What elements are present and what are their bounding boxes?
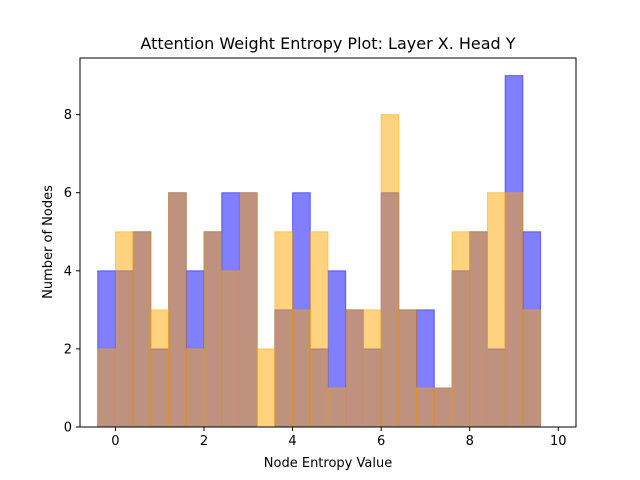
bar-series-1-bin-12 xyxy=(309,231,329,428)
x-tick-label: 10 xyxy=(550,434,567,449)
y-tick-label: 0 xyxy=(64,421,72,436)
bar-series-1-bin-7 xyxy=(221,270,240,428)
plot-frame xyxy=(79,57,577,428)
x-tick-label: 4 xyxy=(288,434,296,449)
x-tick-label: 2 xyxy=(200,434,208,449)
bar-series-1-bin-17 xyxy=(398,309,418,428)
plot-area xyxy=(79,57,577,428)
y-axis: 0 2 4 6 8 xyxy=(64,108,80,436)
x-tick-label: 6 xyxy=(377,434,385,449)
y-tick-label: 6 xyxy=(64,186,72,201)
y-tick-label: 2 xyxy=(64,342,72,357)
bar-series-1-bin-16 xyxy=(380,114,400,428)
x-axis: 0 2 4 6 8 10 xyxy=(111,427,567,449)
bar-series-1-bin-1 xyxy=(114,231,134,428)
bar-series-1-bin-21 xyxy=(469,231,488,428)
bar-series-1-bin-10 xyxy=(274,231,294,428)
x-tick-label: 0 xyxy=(111,434,119,449)
bar-series-1-bin-24 xyxy=(522,309,542,428)
bar-series-1-bin-14 xyxy=(345,309,364,428)
bar-series-1-bin-13 xyxy=(327,387,347,428)
bar-series-1-bin-2 xyxy=(132,231,152,428)
bar-series-1-bin-18 xyxy=(416,387,435,428)
bar-series-1-bin-15 xyxy=(362,309,382,428)
series-1 xyxy=(97,114,542,428)
bar-series-1-bin-23 xyxy=(504,192,524,428)
bar-series-1-bin-4 xyxy=(168,192,187,428)
bar-series-1-bin-5 xyxy=(185,348,205,428)
chart-title: Attention Weight Entropy Plot: Layer X. … xyxy=(140,34,515,53)
y-tick-label: 8 xyxy=(64,108,72,123)
y-axis-label: Number of Nodes xyxy=(41,185,56,299)
bar-series-1-bin-11 xyxy=(292,309,311,428)
bar-series-1-bin-19 xyxy=(433,387,453,428)
bar-series-1-bin-20 xyxy=(451,231,471,428)
bar-series-1-bin-6 xyxy=(203,231,223,428)
bar-series-1-bin-8 xyxy=(238,192,258,428)
bar-series-1-bin-3 xyxy=(150,309,170,428)
y-tick-label: 4 xyxy=(64,264,72,279)
x-axis-label: Node Entropy Value xyxy=(264,456,392,471)
bar-series-1-bin-9 xyxy=(256,348,276,428)
x-tick-label: 8 xyxy=(466,434,474,449)
bar-series-1-bin-22 xyxy=(486,192,506,428)
bar-series-1-bin-0 xyxy=(97,348,116,428)
